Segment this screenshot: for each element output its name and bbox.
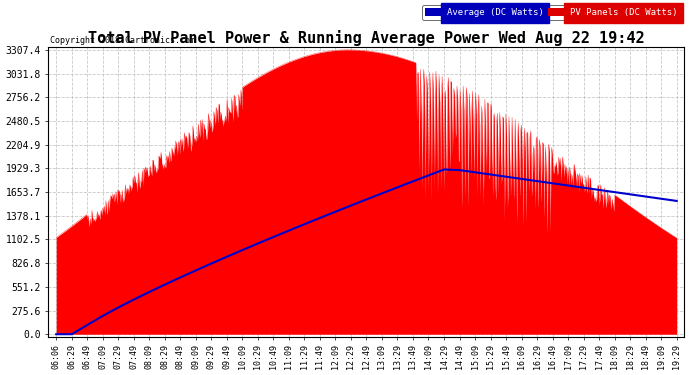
Title: Total PV Panel Power & Running Average Power Wed Aug 22 19:42: Total PV Panel Power & Running Average P… (88, 30, 644, 46)
Legend: Average (DC Watts), PV Panels (DC Watts): Average (DC Watts), PV Panels (DC Watts) (422, 5, 680, 20)
Text: Copyright 2018 Cartronics.com: Copyright 2018 Cartronics.com (50, 36, 195, 45)
